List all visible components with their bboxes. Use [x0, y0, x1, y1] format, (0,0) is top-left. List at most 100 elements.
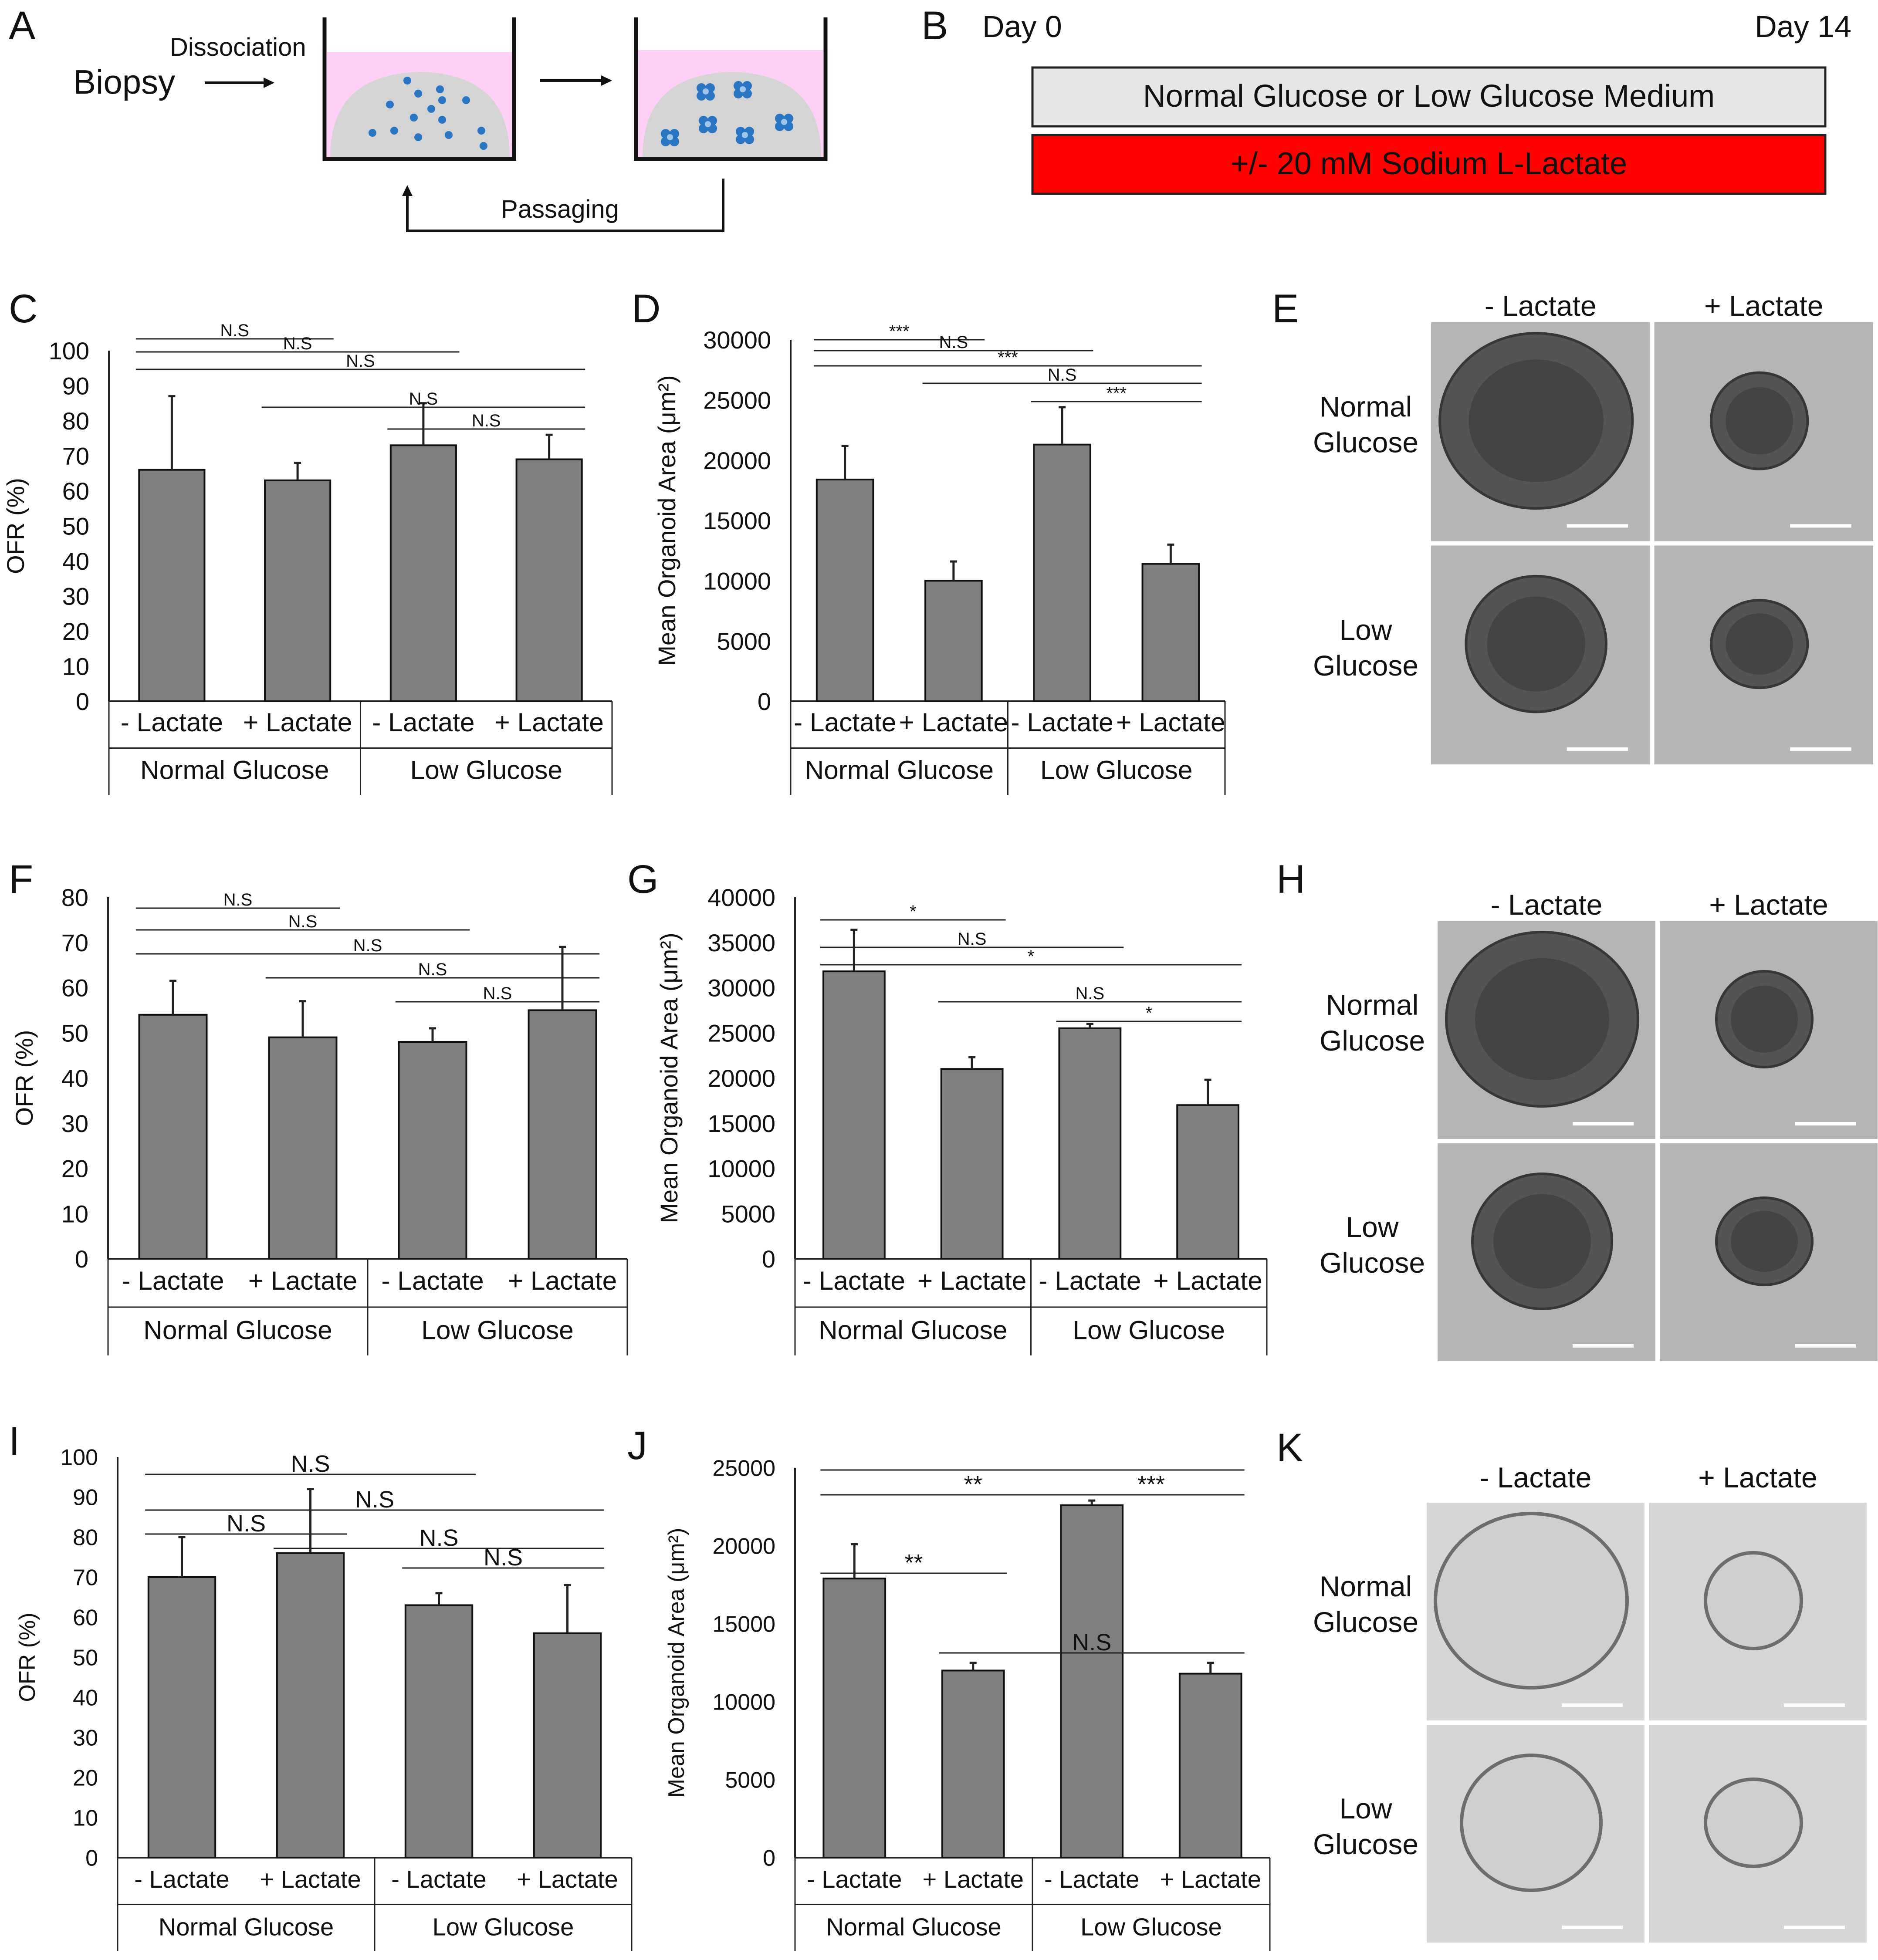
- panel-letter-d: D: [632, 287, 660, 331]
- panel-k-image-grid: - Lactate + LactateNormalGlucoseLowGlucos…: [1313, 1461, 1867, 1943]
- panel-h-row-label: Glucose: [1320, 1247, 1425, 1279]
- chart-i-y-axis-label: OFR (%): [15, 1612, 40, 1702]
- chart-i-significance-label: N.S: [227, 1511, 266, 1537]
- day-end-label: Day 14: [1755, 10, 1851, 44]
- panel-letter-k: K: [1276, 1426, 1303, 1470]
- chart-c-bar-2: [389, 444, 457, 702]
- panel-b-timeline: Day 0 Day 14 Normal Glucose or Low Gluco…: [982, 10, 1851, 195]
- panel-k-organoid: [1460, 1754, 1603, 1892]
- chart-d-significance-label: ***: [1106, 384, 1127, 403]
- chart-g-significance-label: *: [910, 902, 917, 921]
- panel-h-organoid-core: [1475, 958, 1609, 1080]
- chart-f-bar-0: [138, 1014, 208, 1260]
- chart-d-y-tick-label: 25000: [703, 386, 771, 414]
- panel-letter-e: E: [1272, 287, 1299, 331]
- chart-c-bar-3: [515, 458, 583, 703]
- panel-e-organoid-core: [1469, 359, 1604, 482]
- chart-c-bar-1: [264, 479, 332, 702]
- chart-i-bar-1: [276, 1552, 345, 1859]
- chart-j-group-label: Low Glucose: [1080, 1913, 1222, 1940]
- dissociation-label: Dissociation: [170, 33, 306, 61]
- chart-c-category-label: + Lactate: [243, 707, 352, 737]
- chart-g-y-tick-label: 40000: [707, 884, 775, 911]
- well-1-walls: [322, 17, 516, 161]
- chart-c-y-tick-label: 100: [49, 337, 89, 365]
- chart-c-ofr: 0 10 20 30 40 50 60 70 80 90 100 OFR (%) - Lactate + …: [2, 321, 613, 795]
- panel-letter-h: H: [1276, 857, 1305, 902]
- chart-c-y-tick-label: 80: [62, 407, 89, 435]
- panel-k-organoid: [1704, 1551, 1803, 1650]
- chart-j-category-label: + Lactate: [1160, 1865, 1261, 1893]
- chart-d-y-axis-label: Mean Organoid Area (μm²): [653, 375, 680, 666]
- chart-d-group-label: Normal Glucose: [805, 755, 994, 784]
- panel-h-organoid-core: [1493, 1194, 1591, 1289]
- chart-i-y-tick-label: 40: [73, 1686, 98, 1711]
- panel-letters: A B C D E F G H I J K: [9, 3, 1305, 1470]
- chart-f-bar-3: [528, 1009, 597, 1260]
- chart-i-significance-label: N.S: [484, 1544, 523, 1571]
- chart-g-area: 0 5000 10000 15000 20000 25000 30000 35000 40000…: [655, 884, 1268, 1355]
- panel-letter-a: A: [9, 3, 36, 48]
- well-2-dome: [643, 72, 821, 157]
- chart-d-y-tick-label: 5000: [717, 628, 771, 655]
- chart-g-significance-label: *: [1145, 1004, 1152, 1023]
- chart-f-significance-label: N.S: [288, 912, 318, 931]
- chart-d-category-label: + Lactate: [899, 707, 1008, 737]
- panel-k-row-label: Low: [1339, 1792, 1392, 1825]
- chart-c-group-label: Low Glucose: [410, 755, 562, 784]
- chart-j-y-tick-label: 10000: [712, 1690, 775, 1715]
- chart-g-bar-2: [1058, 1027, 1122, 1260]
- chart-c-y-axis-label: OFR (%): [2, 478, 29, 574]
- chart-j-bar-1: [941, 1669, 1005, 1859]
- chart-d-y-tick-label: 15000: [703, 507, 771, 534]
- well-1-cells: [369, 77, 487, 150]
- chart-g-group-label: Normal Glucose: [819, 1315, 1008, 1345]
- chart-d-bar-2: [1033, 443, 1091, 702]
- panel-k-column-label: - Lactate: [1480, 1461, 1592, 1494]
- chart-j-category-label: - Lactate: [1044, 1865, 1140, 1893]
- chart-d-y-tick-label: 30000: [703, 326, 771, 354]
- chart-g-y-tick-label: 20000: [707, 1064, 775, 1092]
- chart-c-y-tick-label: 50: [62, 513, 89, 540]
- panel-e-organoid-core: [1726, 387, 1793, 455]
- chart-c-y-tick-label: 10: [62, 653, 89, 680]
- chart-d-bar-3: [1141, 563, 1200, 702]
- chart-c-bar-0: [138, 469, 206, 702]
- panel-e-image-grid: - Lactate + LactateNormalGlucoseLowGlucos…: [1313, 290, 1873, 764]
- chart-g-category-label: + Lactate: [1153, 1266, 1262, 1295]
- chart-i-category-label: - Lactate: [134, 1865, 230, 1893]
- chart-c-y-tick-label: 40: [62, 547, 89, 575]
- chart-f-y-tick-label: 80: [61, 884, 88, 911]
- chart-c-y-tick-label: 90: [62, 372, 89, 400]
- panel-h-column-label: + Lactate: [1709, 889, 1828, 921]
- chart-g-y-tick-label: 0: [762, 1245, 775, 1273]
- arrow-biopsy-head: [264, 78, 274, 88]
- panel-e-column-label: - Lactate: [1485, 290, 1597, 322]
- chart-j-significance-label: ***: [1137, 1471, 1165, 1497]
- chart-f-significance-label: N.S: [223, 890, 253, 909]
- chart-c-significance-label: N.S: [409, 389, 438, 409]
- chart-i-category-label: + Lactate: [517, 1865, 618, 1893]
- chart-g-y-axis-label: Mean Organoid Area (μm²): [655, 933, 683, 1223]
- chart-f-ofr: 0 10 20 30 40 50 60 70 80 OFR (%) - Lactate + Lacta…: [10, 884, 628, 1355]
- chart-d-bar-0: [815, 478, 874, 703]
- chart-c-group-label: Normal Glucose: [140, 755, 329, 784]
- chart-j-y-tick-label: 0: [763, 1846, 775, 1871]
- chart-f-y-tick-label: 40: [61, 1064, 88, 1092]
- chart-g-y-tick-label: 5000: [721, 1200, 775, 1227]
- chart-i-group-label: Normal Glucose: [159, 1913, 334, 1940]
- chart-d-category-label: - Lactate: [794, 707, 896, 737]
- chart-f-y-axis-label: OFR (%): [10, 1030, 38, 1126]
- chart-i-y-tick-label: 50: [73, 1646, 98, 1671]
- chart-i-significance-label: N.S: [355, 1487, 394, 1513]
- panel-e-organoid-core: [1487, 596, 1585, 692]
- chart-j-group-label: Normal Glucose: [826, 1913, 1002, 1940]
- panel-k-organoid: [1434, 1512, 1629, 1690]
- chart-d-y-tick-label: 10000: [703, 567, 771, 595]
- panel-k-row-label: Glucose: [1313, 1606, 1418, 1638]
- chart-i-group-label: Low Glucose: [433, 1913, 574, 1940]
- chart-j-y-tick-label: 15000: [712, 1612, 775, 1637]
- chart-f-y-tick-label: 0: [75, 1245, 88, 1273]
- panel-a-schematic: Biopsy Dissociation: [73, 17, 828, 232]
- panel-letter-j: J: [627, 1423, 647, 1468]
